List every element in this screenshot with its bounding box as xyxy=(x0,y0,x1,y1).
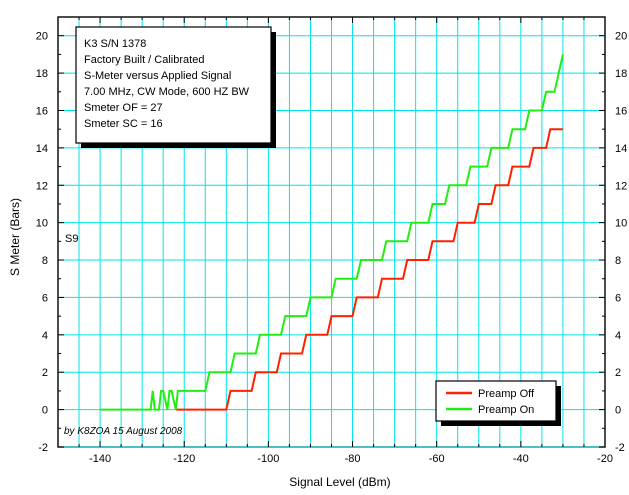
y-tick-label-right: 20 xyxy=(615,31,627,43)
credit-annotation: by K8ZOA 15 August 2008 xyxy=(64,426,183,437)
y-tick-label-right: 0 xyxy=(615,405,621,417)
info-line-frequency: 7.00 MHz, CW Mode, 600 HZ BW xyxy=(84,86,250,98)
legend-frame xyxy=(435,380,557,422)
x-tick-label: -80 xyxy=(345,453,361,465)
y-tick-label-right: 14 xyxy=(615,143,627,155)
info-box-frame xyxy=(75,26,272,144)
y-tick-label: 8 xyxy=(42,255,48,267)
y-tick-label-right: 4 xyxy=(615,330,621,342)
y-tick-label-right: 16 xyxy=(615,105,627,117)
y-tick-label: 10 xyxy=(36,218,48,230)
y-tick-label: 12 xyxy=(36,180,48,192)
info-line-smeter-of: Smeter OF = 27 xyxy=(84,102,163,114)
info-line-description: S-Meter versus Applied Signal xyxy=(84,70,231,82)
y-tick-label: 0 xyxy=(42,405,48,417)
y-tick-label: 14 xyxy=(36,143,48,155)
info-box: K3 S/N 1378 Factory Built / Calibrated S… xyxy=(75,26,276,148)
y-axis-title: S Meter (Bars) xyxy=(8,198,22,276)
y-tick-label: 18 xyxy=(36,68,48,80)
legend: Preamp Off Preamp On xyxy=(435,380,561,426)
legend-label-preamp-off: Preamp Off xyxy=(478,388,535,400)
y-tick-label: 6 xyxy=(42,292,48,304)
series-line-preamp-on xyxy=(100,54,564,411)
y-tick-label: 2 xyxy=(42,367,48,379)
x-tick-label: -20 xyxy=(597,453,613,465)
info-line-build: Factory Built / Calibrated xyxy=(84,54,204,66)
x-axis-title: Signal Level (dBm) xyxy=(289,475,390,489)
series-line-preamp-off xyxy=(175,128,563,411)
legend-label-preamp-on: Preamp On xyxy=(478,404,534,416)
y-tick-label-right: 10 xyxy=(615,218,627,230)
axis-ticks: -140 -120 -100 -80 -60 -40 -20-2 -20 02 24 46 68 810… xyxy=(36,16,627,465)
y-tick-label-right: 12 xyxy=(615,180,627,192)
x-tick-label: -120 xyxy=(173,453,195,465)
data-series xyxy=(100,54,564,411)
y-tick-label: 4 xyxy=(42,330,48,342)
y-tick-label: 20 xyxy=(36,31,48,43)
y-tick-label: 16 xyxy=(36,105,48,117)
info-line-smeter-sc: Smeter SC = 16 xyxy=(84,118,163,130)
x-tick-label: -40 xyxy=(513,453,529,465)
y-tick-label-right: 18 xyxy=(615,68,627,80)
y-tick-label-right: 8 xyxy=(615,255,621,267)
info-line-serial: K3 S/N 1378 xyxy=(84,38,146,50)
y-tick-label-right: 6 xyxy=(615,292,621,304)
y-tick-label-right: -2 xyxy=(615,442,625,454)
x-tick-label: -100 xyxy=(257,453,279,465)
y-tick-label: -2 xyxy=(38,442,48,454)
x-tick-label: -60 xyxy=(429,453,445,465)
x-tick-label: -140 xyxy=(89,453,111,465)
s9-annotation: S9 xyxy=(65,233,78,245)
y-tick-label-right: 2 xyxy=(615,367,621,379)
